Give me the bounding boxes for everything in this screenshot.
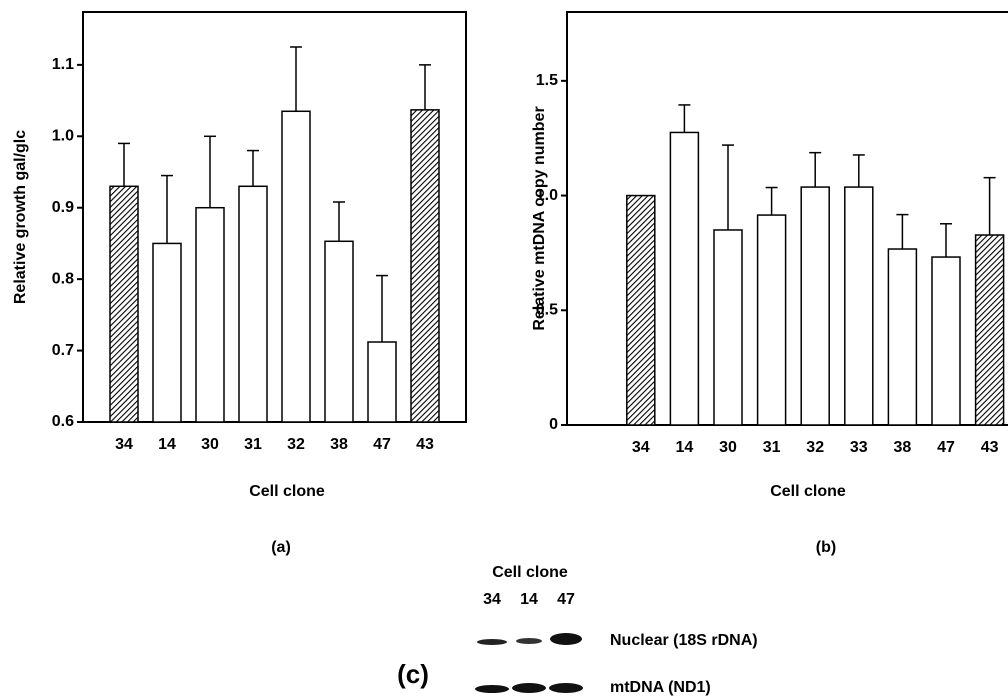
panel-label: (a) bbox=[271, 539, 291, 556]
x-tick-label: 32 bbox=[287, 436, 305, 453]
y-tick-label: 0.9 bbox=[52, 199, 74, 216]
bar bbox=[758, 215, 786, 425]
x-tick-label: 30 bbox=[719, 439, 737, 456]
band-label: mtDNA (ND1) bbox=[610, 679, 711, 696]
x-tick-label: 33 bbox=[850, 439, 868, 456]
bar bbox=[670, 132, 698, 425]
lane-label: 47 bbox=[557, 591, 575, 608]
x-tick-label: 34 bbox=[115, 436, 133, 453]
bar bbox=[714, 230, 742, 425]
x-tick-label: 38 bbox=[330, 436, 348, 453]
x-tick-label: 47 bbox=[937, 439, 955, 456]
blot-bands bbox=[475, 633, 583, 693]
bar bbox=[368, 342, 396, 422]
y-tick-label: 1.0 bbox=[52, 128, 74, 145]
bar bbox=[196, 208, 224, 422]
bar bbox=[282, 111, 310, 422]
blot-title: Cell clone bbox=[492, 564, 568, 581]
x-tick-label: 43 bbox=[416, 436, 434, 453]
x-tick-label: 32 bbox=[806, 439, 824, 456]
x-tick-label: 31 bbox=[763, 439, 781, 456]
lane-label: 34 bbox=[483, 591, 501, 608]
panel-label: (b) bbox=[816, 539, 836, 556]
y-tick-label: 0.6 bbox=[52, 413, 74, 430]
x-axis-label: Cell clone bbox=[249, 483, 325, 500]
bar bbox=[627, 196, 655, 425]
y-tick-label: 1.1 bbox=[52, 56, 74, 73]
y-axis-label: Relative growth gal/glc bbox=[12, 130, 29, 304]
x-tick-label: 14 bbox=[158, 436, 176, 453]
x-tick-label: 31 bbox=[244, 436, 262, 453]
x-tick-label: 43 bbox=[981, 439, 999, 456]
lane-label: 14 bbox=[520, 591, 538, 608]
figure: Cell clone (c) 34 14 47 Nuclear (18S rDNA) m… bbox=[0, 0, 1008, 699]
bar bbox=[845, 187, 873, 425]
bar bbox=[976, 235, 1004, 425]
y-axis-label: Relative mtDNA copy number bbox=[531, 106, 548, 330]
x-axis-label: Cell clone bbox=[770, 483, 846, 500]
panel-label: (c) bbox=[397, 659, 429, 689]
band-label: Nuclear (18S rDNA) bbox=[610, 632, 758, 649]
x-tick-label: 14 bbox=[676, 439, 694, 456]
bar bbox=[325, 241, 353, 422]
bar bbox=[932, 257, 960, 425]
bar bbox=[801, 187, 829, 425]
y-tick-label: 0 bbox=[549, 416, 558, 433]
bar bbox=[239, 186, 267, 422]
x-tick-label: 30 bbox=[201, 436, 219, 453]
x-tick-label: 47 bbox=[373, 436, 391, 453]
y-tick-label: 0.8 bbox=[52, 270, 74, 287]
bar bbox=[153, 243, 181, 422]
y-tick-label: 1.5 bbox=[536, 72, 558, 89]
bar bbox=[110, 186, 138, 422]
x-tick-label: 34 bbox=[632, 439, 650, 456]
plot-frame bbox=[83, 12, 466, 422]
x-tick-label: 38 bbox=[894, 439, 912, 456]
bar bbox=[888, 249, 916, 425]
bar bbox=[411, 110, 439, 422]
y-tick-label: 0.7 bbox=[52, 342, 74, 359]
